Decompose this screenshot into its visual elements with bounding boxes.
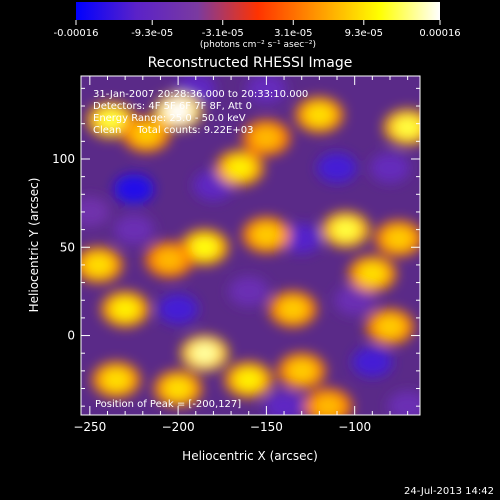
heatmap-peak xyxy=(225,156,254,179)
heatmap-peak xyxy=(305,103,334,126)
annotation-time-range: 31-Jan-2007 20:28:36.000 to 20:33:10.000 xyxy=(93,89,308,100)
heatmap-peak xyxy=(252,126,281,149)
heatmap-peak xyxy=(164,377,193,400)
heatmap-trough xyxy=(228,276,269,307)
heatmap-peak xyxy=(111,298,140,321)
heatmap-trough xyxy=(264,391,305,415)
colorbar-tick-label: 9.3e-05 xyxy=(345,28,383,39)
heatmap-peak xyxy=(393,116,420,139)
heatmap-peak xyxy=(252,223,281,246)
colorbar-tick-label: -3.1e-05 xyxy=(202,28,244,39)
x-axis-label: Heliocentric X (arcsec) xyxy=(182,449,318,463)
annotation-peak-position: Position of Peak = [-200,127] xyxy=(95,399,241,410)
x-tick-label: −200 xyxy=(162,420,195,434)
x-tick-label: −150 xyxy=(250,420,283,434)
colorbar-tick-label: 3.1e-05 xyxy=(274,28,312,39)
chart-title: Reconstructed RHESSI Image xyxy=(148,55,353,71)
heatmap-trough xyxy=(387,391,420,415)
heatmap-peak xyxy=(287,359,316,382)
heatmap-peak xyxy=(190,342,219,365)
plot-frame xyxy=(80,75,421,416)
colorbar-tick-label: -0.00016 xyxy=(54,28,99,39)
heatmap-peak xyxy=(278,298,307,321)
heatmap-trough xyxy=(317,152,358,183)
heatmap-trough xyxy=(369,152,410,183)
heatmap-peak xyxy=(132,123,161,146)
y-tick-label: 100 xyxy=(52,152,75,166)
heatmap-peak xyxy=(190,236,219,259)
heatmap-trough xyxy=(81,196,110,227)
heatmap-peak xyxy=(97,109,126,132)
heatmap-trough xyxy=(113,174,154,204)
footer-date: 24-Jul-2013 14:42 xyxy=(404,486,494,497)
colorbar-tick-label: -9.3e-05 xyxy=(131,28,173,39)
annotation-clean-counts: Clean Total counts: 9.22E+03 xyxy=(93,125,253,136)
heatmap-area xyxy=(81,76,420,415)
heatmap-trough xyxy=(246,76,287,104)
heatmap-peak xyxy=(358,262,387,285)
y-tick-label: 0 xyxy=(67,329,75,343)
heatmap-peak xyxy=(234,368,263,391)
y-tick-label: 50 xyxy=(60,240,75,254)
annotation-energy-range: Energy Range: 25.0 - 50.0 keV xyxy=(93,113,246,124)
heatmap-trough xyxy=(334,285,375,316)
y-axis-label: Heliocentric Y (arcsec) xyxy=(27,178,41,313)
colorbar-ticks: -0.00016 -9.3e-05 -3.1e-05 3.1e-05 9.3e-05 0.… xyxy=(54,20,461,39)
heatmap-trough xyxy=(113,214,154,245)
heatmap-peak xyxy=(164,100,193,123)
heatmap-trough xyxy=(281,223,322,254)
heatmap-peak xyxy=(314,395,343,415)
x-tick-label: −100 xyxy=(338,420,371,434)
heatmap-trough xyxy=(352,347,393,378)
colorbar xyxy=(76,2,440,20)
heatmap-peak xyxy=(375,315,404,338)
heatmap-peak xyxy=(384,227,413,250)
colorbar-tick-label: 0.00016 xyxy=(419,28,460,39)
annotation-detectors: Detectors: 4F 5F 6F 7F 8F, Att 0 xyxy=(93,101,252,112)
axis-ticks: −250 −200 −150 −100 0 50 100 xyxy=(52,76,420,434)
heatmap-peak xyxy=(331,218,360,241)
heatmap-trough xyxy=(158,294,199,325)
colorbar-units: (photons cm⁻² s⁻¹ asec⁻²) xyxy=(200,40,316,50)
heatmap-peak xyxy=(102,368,131,391)
heatmap-peak xyxy=(155,248,184,271)
x-tick-label: −250 xyxy=(73,420,106,434)
heatmap-peak xyxy=(84,253,113,276)
